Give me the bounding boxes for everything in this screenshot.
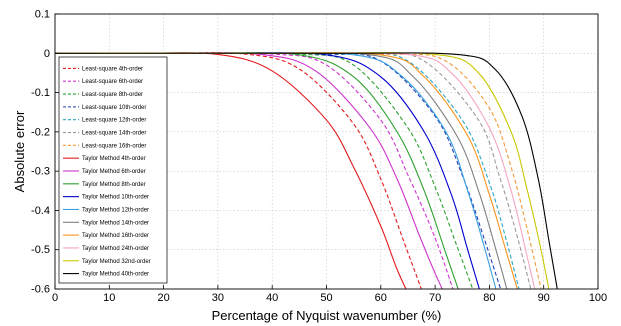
legend-label: Least-square 14th-order bbox=[82, 131, 146, 137]
y-tick-label: 0.1 bbox=[35, 9, 50, 21]
y-axis-ticks: 0.1 0 -0.1 -0.2 -0.3 -0.4 -0.5 -0.6 bbox=[31, 9, 59, 296]
legend-label: Taylor Method 16th-order bbox=[82, 233, 149, 239]
x-tick-label: 40 bbox=[266, 292, 278, 304]
x-tick-label: 20 bbox=[157, 292, 169, 304]
legend-box bbox=[58, 56, 168, 284]
y-tick-label: -0.4 bbox=[31, 205, 50, 217]
x-tick-label: 100 bbox=[589, 292, 607, 304]
y-axis-title: Absolute error bbox=[12, 110, 27, 192]
x-tick-label: 60 bbox=[375, 292, 387, 304]
series-line-4 bbox=[55, 52, 502, 289]
x-axis-ticks: 0 10 20 30 40 50 60 70 80 90 100 bbox=[52, 285, 607, 304]
legend-label: Least-square 10th-order bbox=[82, 105, 146, 111]
legend-label: Taylor Method 24th-order bbox=[82, 246, 149, 252]
x-tick-label: 80 bbox=[483, 292, 495, 304]
x-tick-label: 70 bbox=[429, 292, 441, 304]
y-tick-label: -0.6 bbox=[31, 284, 50, 296]
legend-label: Least-square 6th-order bbox=[82, 79, 143, 85]
y-tick-label: 0 bbox=[44, 48, 50, 60]
legend-label: Taylor Method 6th-order bbox=[82, 169, 146, 175]
y-tick-label: -0.5 bbox=[31, 244, 50, 256]
legend: Least-square 4th-order Least-square 6th-o… bbox=[58, 56, 168, 284]
y-tick-label: -0.3 bbox=[31, 166, 50, 178]
legend-label: Taylor Method 40th-order bbox=[82, 272, 149, 278]
series-layer bbox=[55, 52, 558, 289]
series-line-1 bbox=[55, 52, 422, 289]
x-tick-label: 0 bbox=[52, 292, 58, 304]
legend-label: Least-square 12th-order bbox=[82, 118, 146, 124]
x-tick-label: 30 bbox=[212, 292, 224, 304]
legend-label: Taylor Method 12th-order bbox=[82, 207, 149, 213]
legend-label: Taylor Method 4th-order bbox=[82, 156, 146, 162]
legend-label: Taylor Method 8th-order bbox=[82, 182, 146, 188]
y-tick-label: -0.1 bbox=[31, 87, 50, 99]
y-tick-label: -0.2 bbox=[31, 126, 50, 138]
x-axis-title: Percentage of Nyquist wavenumber (%) bbox=[212, 308, 442, 323]
legend-label: Least-square 4th-order bbox=[82, 66, 143, 72]
x-tick-label: 90 bbox=[538, 292, 550, 304]
series-line-5 bbox=[55, 52, 520, 289]
series-line-3 bbox=[55, 52, 474, 289]
legend-label: Taylor Method 14th-order bbox=[82, 220, 149, 226]
x-tick-label: 50 bbox=[320, 292, 332, 304]
legend-label: Taylor Method 32nd-order bbox=[82, 259, 151, 265]
legend-label: Taylor Method 10th-order bbox=[82, 195, 149, 201]
x-tick-label: 10 bbox=[103, 292, 115, 304]
legend-label: Least-square 8th-order bbox=[82, 92, 143, 98]
legend-label: Least-square 16th-order bbox=[82, 143, 146, 149]
series-line-17 bbox=[55, 52, 558, 289]
